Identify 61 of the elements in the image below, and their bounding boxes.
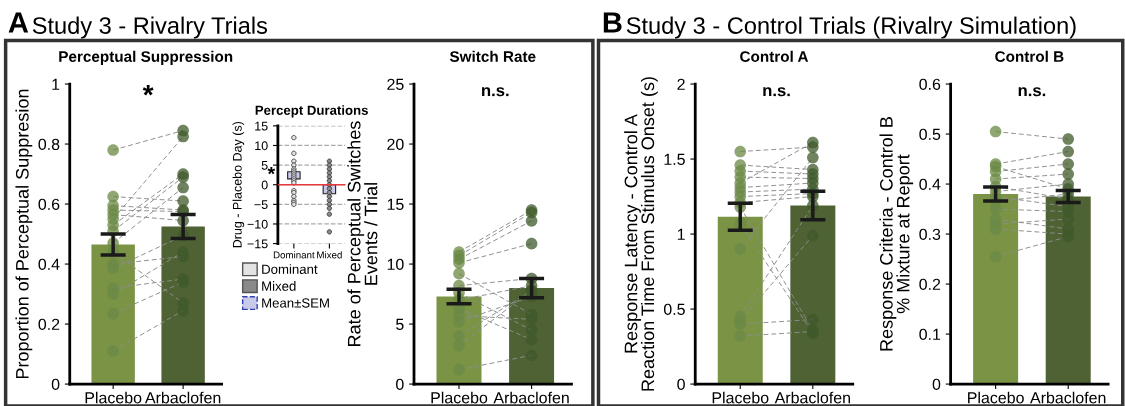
- x-tick-label: Arbaclofen: [493, 391, 569, 404]
- y-tick-label: 0.5: [919, 128, 941, 140]
- chart-title: Perceptual Suppression: [59, 50, 233, 65]
- y-tick-label: 1.5: [664, 153, 685, 165]
- y-tick-label: 0.2: [38, 318, 60, 331]
- text: B: [603, 12, 622, 33]
- y-tick-label: 0: [932, 378, 941, 391]
- x-tick-label: Placebo: [431, 391, 488, 404]
- annotation: *: [142, 85, 154, 96]
- x-tick-label: Arbaclofen: [774, 391, 850, 404]
- y-tick-label: 0: [396, 378, 404, 391]
- y-tick-label: 5: [396, 318, 404, 331]
- x-tick-label: Placebo: [85, 391, 142, 404]
- y-tick-label: 0.3: [919, 228, 941, 240]
- y-tick-label: 0.5: [663, 303, 685, 316]
- y-tick-label: 5: [261, 161, 268, 170]
- annotation: n.s.: [482, 87, 509, 97]
- y-axis-title: Response Latency - Control A Reaction Time From Stimulus Onset (s): [624, 77, 658, 391]
- legend-label: Dominant: [262, 264, 318, 274]
- y-tick-label: 0.6: [919, 78, 941, 90]
- text: Study 3 - Control Trials (Rivalry Simulation): [626, 16, 1076, 39]
- annotation: n.s.: [763, 87, 790, 97]
- y-axis-title: Response Criteria - Control B % Mixture at Report: [879, 117, 914, 351]
- y-tick-label: 0.4: [38, 258, 60, 271]
- y-tick-label: 15: [387, 198, 404, 210]
- y-tick-label: 0.4: [919, 178, 941, 190]
- y-tick-label: 1: [677, 228, 685, 240]
- y-tick-label: 25: [387, 78, 404, 90]
- annotation: n.s.: [1018, 87, 1046, 97]
- y-tick-label: 2: [677, 78, 685, 90]
- x-tick-label: Placebo: [712, 391, 769, 404]
- y-tick-label: 0: [261, 180, 268, 190]
- y-tick-label: 0: [677, 378, 685, 391]
- x-tick-label: Arbaclofen: [1030, 391, 1106, 404]
- text: A: [8, 12, 29, 33]
- y-tick-label: 0.2: [919, 278, 941, 291]
- text: Study 3 - Rivalry Trials: [32, 16, 268, 39]
- y-tick-label: 15: [255, 121, 268, 131]
- y-tick-label: −5: [254, 200, 268, 210]
- y-axis-title: Rate of Perceptual Switches Events / Trial: [347, 121, 378, 346]
- y-tick-label: 0.8: [38, 138, 60, 150]
- chart-title: Control B: [995, 50, 1064, 62]
- chart-title: Switch Rate: [449, 50, 536, 62]
- y-tick-label: 10: [387, 258, 404, 271]
- y-tick-label: 1: [52, 78, 60, 90]
- y-tick-label: −10: [247, 219, 268, 229]
- legend-label: Mixed: [262, 281, 296, 291]
- y-tick-label: 0.1: [919, 328, 941, 341]
- y-axis-title: Drug - Placebo Day (s): [232, 121, 245, 248]
- legend-label: Mean±SEM: [262, 298, 329, 308]
- x-tick-label: Placebo: [968, 391, 1024, 404]
- chart-title: Control A: [740, 50, 809, 62]
- y-tick-label: 0: [51, 378, 60, 391]
- text: *: [267, 166, 276, 175]
- y-axis-title: Proportion of Perceptual Suppresion: [15, 89, 33, 379]
- y-tick-label: 20: [387, 138, 404, 150]
- y-tick-label: 0.6: [38, 198, 60, 210]
- x-tick-label: Arbaclofen: [144, 391, 221, 404]
- chart-title: Percept Durations: [255, 105, 368, 118]
- y-tick-label: 10: [255, 141, 268, 151]
- y-tick-label: −15: [247, 239, 268, 249]
